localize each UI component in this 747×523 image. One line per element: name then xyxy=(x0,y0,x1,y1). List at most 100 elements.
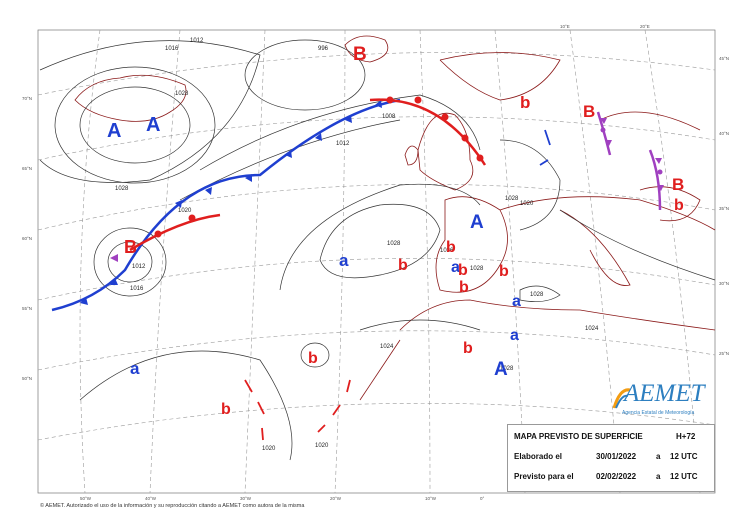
valid-a: a xyxy=(656,472,661,481)
high-pressure-label: A xyxy=(107,120,121,142)
isobar-value: 1028 xyxy=(387,241,401,247)
lon-label: 50°W xyxy=(80,496,92,501)
isobar-value: 1026 xyxy=(440,248,454,254)
valid-time: 12 UTC xyxy=(670,472,698,481)
logo-subtitle: Agencia Estatal de Meteorología xyxy=(622,410,695,416)
elaborated-time: 12 UTC xyxy=(670,452,698,461)
fronts xyxy=(51,96,664,441)
high-pressure-label: a xyxy=(130,359,140,378)
logo-swoosh-icon xyxy=(612,388,631,409)
occluded-front-greece xyxy=(648,149,662,211)
low-pressure-label: b xyxy=(221,401,231,418)
elaborated-date: 30/01/2022 xyxy=(596,452,637,461)
lat-label: 40°N xyxy=(719,131,729,136)
map-frame xyxy=(37,29,716,494)
occluded-front-west-symbol xyxy=(110,254,118,262)
isobar-low-west-outer xyxy=(93,227,167,297)
isobar-value: 1012 xyxy=(190,38,204,44)
isobar-value: 1016 xyxy=(130,286,144,292)
lat-label: 45°N xyxy=(719,56,729,61)
greenland-coast xyxy=(74,74,187,122)
elaborated-a: a xyxy=(656,452,661,461)
isobar-mediterranean xyxy=(559,209,716,281)
isobars xyxy=(39,39,716,461)
low-pressure-label: B xyxy=(124,237,137,257)
isobar-value: 1028 xyxy=(505,196,519,202)
isobar-north-low xyxy=(244,39,366,111)
isobar-value: 1028 xyxy=(470,266,484,272)
low-pressure-label: b xyxy=(459,279,469,296)
isobar-south-atlantic xyxy=(79,350,293,461)
lon-label: 20°E xyxy=(640,24,650,29)
isobar-morocco xyxy=(359,319,481,331)
isobar-france xyxy=(499,139,561,231)
lat-label: 30°N xyxy=(719,281,729,286)
high-pressure-label: a xyxy=(451,259,460,276)
valid-label: Previsto para el xyxy=(514,472,574,481)
isobar-value: 1028 xyxy=(115,186,129,192)
high-pressure-label: A xyxy=(146,114,160,136)
isobar-low-west-inner xyxy=(107,241,153,283)
low-pressure-label: b xyxy=(674,197,684,214)
isobar-value: 1020 xyxy=(178,208,192,214)
iberia-coast xyxy=(435,196,508,293)
north-africa-coast xyxy=(399,299,716,331)
forecast-hour: H+72 xyxy=(676,432,696,441)
low-pressure-label: b xyxy=(499,263,509,280)
lat-label: 70°N xyxy=(22,96,32,101)
cold-front-line xyxy=(51,98,401,312)
warm-front-bumps-west xyxy=(154,214,196,238)
logo-wordmark: AEMET xyxy=(624,380,705,407)
low-pressure-label: b xyxy=(458,262,468,279)
isobar-value: 996 xyxy=(318,46,329,52)
isobar-azores-outer xyxy=(279,183,481,291)
lat-label: 50°N xyxy=(22,376,32,381)
isobar-value: 1020 xyxy=(520,201,534,207)
isobar-values: 1012 1016 1028 1028 996 1008 1012 1020 1… xyxy=(115,38,599,452)
ireland-coast xyxy=(404,145,419,166)
troughs xyxy=(244,129,551,441)
isobar-value: 1028 xyxy=(530,292,544,298)
low-pressure-label: b xyxy=(398,257,408,274)
low-pressure-label: b xyxy=(308,350,318,367)
lat-label: 35°N xyxy=(719,206,729,211)
isobar-value: 1024 xyxy=(585,326,599,332)
isobar-value: 1012 xyxy=(336,141,350,147)
isobar-value: 1012 xyxy=(132,264,146,270)
elaborated-label: Elaborado el xyxy=(514,452,563,461)
lat-label: 25°N xyxy=(719,351,729,356)
warm-front-line-west xyxy=(129,213,221,252)
low-pressure-label: b xyxy=(446,239,456,256)
occluded-front-greece-symbols xyxy=(655,158,664,191)
grid-labels: 70°N 65°N 60°N 55°N 50°N 45°N 40°N 35°N … xyxy=(22,24,729,501)
lon-label: 30°W xyxy=(240,496,252,501)
british-isles-coast xyxy=(417,112,474,191)
isobar-mediterranean-high xyxy=(519,285,561,302)
greece-coast xyxy=(639,186,701,222)
isobar-value: 1020 xyxy=(262,446,276,452)
occluded-front-italy-symbols xyxy=(600,118,612,146)
lon-label: 10°W xyxy=(425,496,437,501)
europe-coast xyxy=(499,196,716,231)
lon-label: 0° xyxy=(480,496,485,501)
lat-label: 60°N xyxy=(22,236,32,241)
isobar-value: 1020 xyxy=(315,443,329,449)
isobar-greenland-outer xyxy=(39,40,261,183)
isobar-value: 1028 xyxy=(500,366,514,372)
isobar-greenland-inner xyxy=(79,86,191,164)
copyright-notice: © AEMET. Autorizado el uso de la informa… xyxy=(40,503,305,509)
low-pressure-label: b xyxy=(463,340,473,357)
isobar-value: 1028 xyxy=(175,91,189,97)
forecast-info-box: MAPA PREVISTO DE SUPERFICIE H+72 Elabora… xyxy=(507,424,715,492)
lon-label: 40°W xyxy=(145,496,157,501)
high-pressure-label: a xyxy=(339,251,349,270)
isobar-azores-high xyxy=(319,203,441,279)
low-pressure-label: B xyxy=(353,44,367,65)
high-pressure-label: a xyxy=(512,293,521,310)
lon-label: 20°W xyxy=(330,496,342,501)
iceland-coast xyxy=(344,35,389,63)
lat-label: 65°N xyxy=(22,166,32,171)
baltic-coast xyxy=(599,111,701,131)
scandinavia-coast xyxy=(439,52,561,101)
